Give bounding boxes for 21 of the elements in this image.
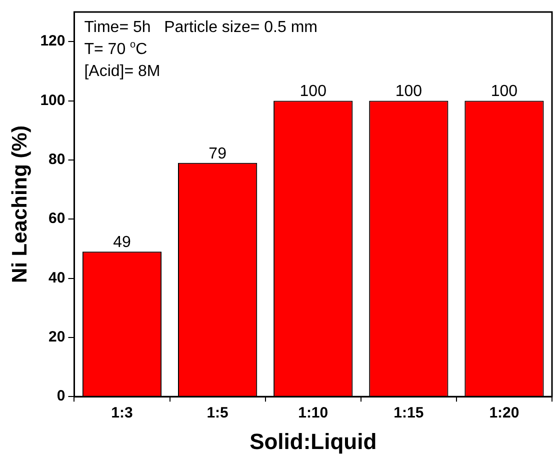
data-label: 100 bbox=[395, 83, 422, 100]
y-tick-label: 80 bbox=[48, 151, 66, 168]
x-tick-label: 1:3 bbox=[111, 404, 133, 422]
y-tick-label: 20 bbox=[48, 328, 66, 346]
x-axis-title: Solid:Liquid bbox=[250, 428, 377, 454]
x-tick-label: 1:5 bbox=[206, 404, 228, 422]
x-tick-label: 1:15 bbox=[394, 404, 424, 422]
y-tick-label: 0 bbox=[56, 388, 66, 405]
x-tick-label: 1:10 bbox=[298, 404, 328, 422]
data-label: 49 bbox=[113, 234, 132, 252]
y-tick-label: 40 bbox=[48, 269, 66, 286]
y-axis-title: Ni Leaching (%) bbox=[8, 126, 32, 284]
data-label: 79 bbox=[208, 145, 227, 162]
x-tick-label: 1:20 bbox=[489, 404, 520, 422]
annotation: Time= 5h Particle size= 0.5 mm bbox=[84, 19, 318, 36]
y-tick-label: 60 bbox=[48, 210, 66, 228]
data-label: 100 bbox=[490, 83, 518, 100]
y-tick-label: 100 bbox=[40, 92, 66, 109]
data-label: 100 bbox=[300, 83, 327, 100]
annotation: [Acid]= 8M bbox=[84, 63, 160, 80]
y-tick-label: 120 bbox=[40, 32, 66, 50]
